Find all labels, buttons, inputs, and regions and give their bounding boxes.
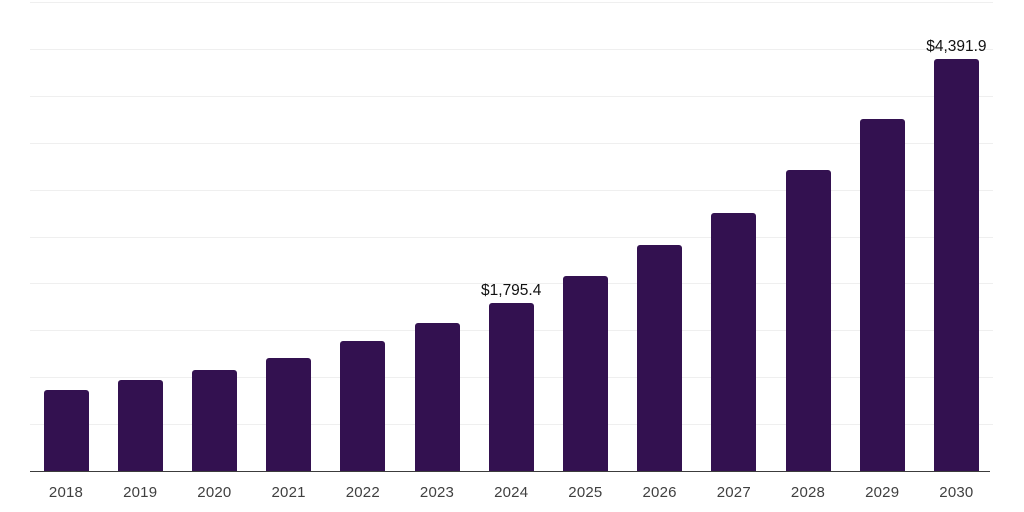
x-tick-label: 2027 <box>716 484 751 501</box>
bar-value-label: $4,391.9 <box>926 38 987 56</box>
x-tick-label: 2022 <box>345 484 380 501</box>
gridline <box>30 189 993 191</box>
x-tick-label: 2030 <box>939 484 974 501</box>
x-axis-line <box>30 471 990 472</box>
x-tick-label: 2019 <box>123 484 158 501</box>
bar-2024 <box>488 302 534 471</box>
bar-2023 <box>414 322 460 471</box>
gridline <box>30 142 993 144</box>
bar-2026 <box>637 245 683 471</box>
x-tick-label: 2029 <box>865 484 900 501</box>
bar-2022 <box>340 341 386 471</box>
bar-2021 <box>266 357 312 471</box>
bar-2020 <box>191 370 237 471</box>
x-tick-label: 2025 <box>568 484 603 501</box>
x-tick-label: 2028 <box>790 484 826 501</box>
bar-2018 <box>43 389 89 471</box>
bar-2019 <box>117 380 163 471</box>
bar-value-label: $1,795.4 <box>481 281 542 299</box>
bar-2030 <box>933 59 979 471</box>
bar-2029 <box>859 119 905 471</box>
x-tick-label: 2026 <box>642 484 677 501</box>
bar-2028 <box>785 170 831 471</box>
x-tick-label: 2024 <box>494 484 529 501</box>
bar-2025 <box>562 276 608 471</box>
x-tick-label: 2023 <box>419 484 455 501</box>
x-tick-label: 2020 <box>197 484 232 501</box>
gridline <box>30 95 993 97</box>
gridline <box>30 48 993 50</box>
gridline <box>30 2 993 3</box>
gridline <box>30 283 993 285</box>
x-tick-label: 2018 <box>48 484 84 501</box>
bar-2027 <box>711 212 757 471</box>
gridline <box>30 236 993 238</box>
x-tick-label: 2021 <box>271 484 306 501</box>
